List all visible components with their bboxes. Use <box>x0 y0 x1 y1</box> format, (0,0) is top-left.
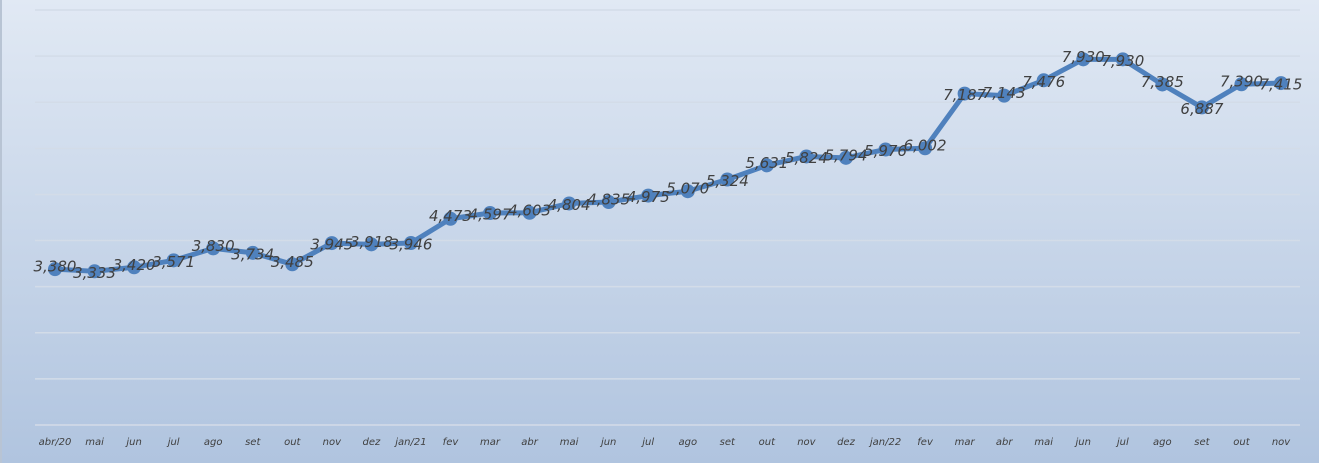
data-label: 7,143 <box>983 84 1026 102</box>
point <box>48 262 62 277</box>
x-tick-label: set <box>1194 437 1210 448</box>
point <box>245 245 260 260</box>
x-tick-label: jul <box>1115 437 1129 448</box>
data-label: 7,385 <box>1141 73 1184 91</box>
data-label: 3,420 <box>113 256 156 274</box>
data-label: 7,476 <box>1022 73 1065 91</box>
data-label: 4,835 <box>587 191 630 209</box>
point <box>1194 100 1209 115</box>
x-tick-label: jun <box>1074 437 1091 448</box>
point <box>206 241 221 256</box>
point <box>1076 52 1091 67</box>
point <box>720 172 735 187</box>
point <box>443 211 458 226</box>
point <box>997 88 1012 103</box>
data-label: 4,473 <box>429 207 472 225</box>
x-tick-label: ago <box>204 437 223 448</box>
x-tick-label: out <box>1233 437 1250 448</box>
data-label: 3,333 <box>73 264 116 282</box>
point <box>562 196 577 211</box>
point <box>1274 76 1288 91</box>
x-tick-label: nov <box>797 437 816 448</box>
data-label: 3,380 <box>34 258 77 276</box>
data-label: 5,324 <box>706 172 749 190</box>
data-label: 4,603 <box>508 201 551 219</box>
point <box>285 257 300 272</box>
point <box>87 264 102 279</box>
point <box>1155 77 1170 92</box>
point <box>1036 73 1051 88</box>
data-label: 7,415 <box>1260 76 1303 94</box>
x-tick-label: abr <box>996 437 1013 448</box>
x-tick-label: mar <box>480 437 501 448</box>
point <box>878 142 893 157</box>
data-label: 5,976 <box>864 142 907 160</box>
x-tick-label: fev <box>443 437 460 448</box>
x-tick-label: mar <box>955 437 976 448</box>
x-tick-label: nov <box>1272 437 1291 448</box>
data-label: 4,975 <box>627 188 670 206</box>
x-tick-label: set <box>720 437 736 448</box>
x-tick-label: jan/21 <box>393 437 426 448</box>
point <box>838 150 853 165</box>
data-label: 3,571 <box>152 253 195 271</box>
data-label: 7,390 <box>1220 73 1263 91</box>
point <box>324 236 339 251</box>
x-tick-label: abr <box>521 437 538 448</box>
data-label: 3,485 <box>271 253 314 271</box>
x-tick-label: mai <box>85 437 104 448</box>
point <box>483 206 498 221</box>
x-tick-label: out <box>759 437 776 448</box>
x-tick-label: dez <box>837 437 856 448</box>
data-label: 4,597 <box>469 206 512 224</box>
point <box>1115 52 1130 67</box>
x-tick-label: ago <box>678 437 697 448</box>
point <box>364 237 379 252</box>
point <box>127 260 142 275</box>
data-label: 7,930 <box>1101 52 1144 70</box>
point <box>522 205 537 220</box>
x-tick-label: out <box>284 437 301 448</box>
data-label: 3,946 <box>389 236 432 254</box>
data-label: 3,945 <box>310 236 353 254</box>
point <box>680 184 695 199</box>
x-tick-label: mai <box>560 437 579 448</box>
x-tick-label: ago <box>1153 437 1172 448</box>
point <box>641 188 656 203</box>
x-tick-label: jun <box>599 437 616 448</box>
data-label: 5,070 <box>666 180 709 198</box>
data-label: 7,930 <box>1062 48 1105 66</box>
x-tick-label: jul <box>640 437 654 448</box>
x-tick-label: jun <box>124 437 141 448</box>
data-label: 3,918 <box>350 233 393 251</box>
x-tick-label: abr/20 <box>39 437 72 448</box>
x-tick-label: dez <box>363 437 382 448</box>
data-label: 3,734 <box>231 245 274 263</box>
point <box>403 236 418 251</box>
point <box>759 158 774 173</box>
data-label: 4,804 <box>548 196 591 214</box>
point <box>1234 77 1249 92</box>
x-tick-label: fev <box>917 437 934 448</box>
x-tick-label: mai <box>1034 437 1053 448</box>
point <box>601 195 616 210</box>
point <box>918 141 933 156</box>
data-label: 3,830 <box>192 237 235 255</box>
x-tick-label: set <box>245 437 261 448</box>
data-label: 7,187 <box>943 86 986 104</box>
data-label: 5,794 <box>824 146 867 164</box>
x-tick-label: jul <box>166 437 180 448</box>
data-label: 6,887 <box>1180 100 1223 118</box>
point <box>957 86 972 101</box>
point <box>799 149 814 164</box>
x-tick-label: nov <box>323 437 342 448</box>
data-label: 5,824 <box>785 149 828 167</box>
data-label: 6,002 <box>904 137 947 155</box>
point <box>166 253 181 268</box>
data-label: 5,631 <box>745 154 788 172</box>
x-tick-label: jan/22 <box>868 437 901 448</box>
